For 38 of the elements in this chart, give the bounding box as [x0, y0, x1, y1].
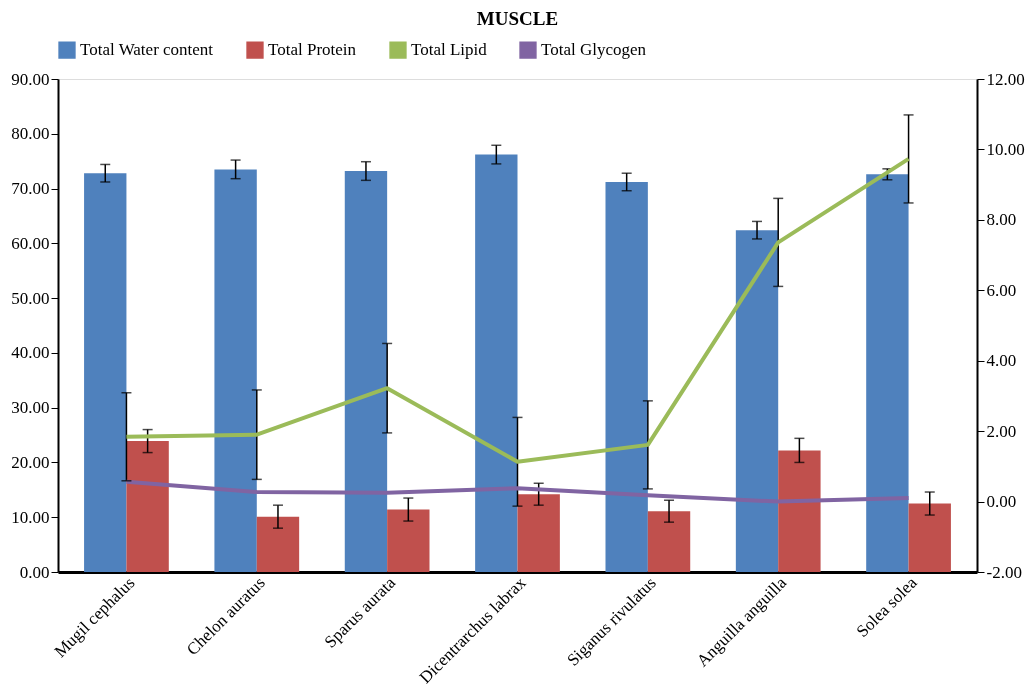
y2-tick-label: 0.00 [986, 492, 1017, 512]
y-tick-label: 20.00 [11, 452, 50, 472]
bar [605, 181, 648, 572]
bar [475, 154, 518, 572]
line-series [124, 156, 911, 464]
y-tick-label: 50.00 [11, 288, 50, 308]
y-tick-label: 80.00 [11, 124, 50, 144]
bar [387, 509, 430, 572]
bar [735, 230, 779, 572]
y-tick-label: 10.00 [11, 507, 50, 527]
y-tick-label: 60.00 [11, 233, 50, 253]
y2-tick-label: -2.00 [986, 562, 1022, 582]
bar [866, 174, 909, 572]
bar [214, 169, 257, 572]
bar [778, 450, 821, 572]
bar [256, 516, 300, 572]
bar [126, 441, 169, 572]
legend-label: Total Protein [268, 40, 357, 60]
legend-label: Total Water content [80, 40, 214, 60]
bar [84, 173, 127, 572]
y-tick-label: 30.00 [11, 398, 50, 418]
y-tick-label: 70.00 [11, 179, 50, 199]
y-tick-label: 40.00 [11, 343, 50, 363]
bar [517, 494, 560, 572]
bar [908, 503, 951, 572]
y2-tick-label: 4.00 [986, 351, 1017, 371]
y-tick-label: 0.00 [19, 562, 50, 582]
chart-title: MUSCLE [476, 8, 559, 29]
y-tick-label: 90.00 [11, 69, 50, 89]
bar [344, 171, 388, 572]
y2-tick-label: 8.00 [986, 210, 1017, 230]
bar [647, 511, 691, 572]
legend-label: Total Lipid [411, 40, 488, 60]
y2-tick-label: 12.00 [986, 69, 1025, 89]
legend-label: Total Glycogen [541, 40, 647, 60]
y2-tick-label: 6.00 [986, 280, 1017, 300]
y2-tick-label: 2.00 [986, 421, 1017, 441]
y2-tick-label: 10.00 [986, 139, 1025, 159]
